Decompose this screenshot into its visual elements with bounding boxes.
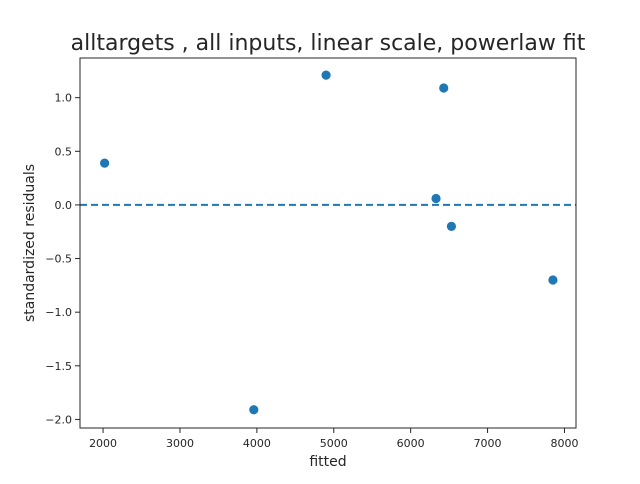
data-point-4 (431, 193, 441, 204)
y-axis: −2.0 −1.5 −1.0 −0.5 0.0 0.5 1.0 (45, 92, 80, 426)
y-tick-label: −0.5 (45, 253, 72, 266)
data-point-5 (439, 83, 449, 93)
data-point-7 (548, 275, 558, 285)
y-tick-label: 0.5 (55, 145, 73, 158)
x-tick-label: 6000 (397, 437, 425, 450)
x-tick-label: 5000 (320, 437, 348, 450)
x-axis: 2000 3000 4000 5000 6000 7000 8000 (89, 428, 578, 450)
plot-area (79, 57, 577, 429)
x-tick-label: 3000 (166, 437, 194, 450)
data-point-2 (249, 405, 259, 415)
axes-frame (79, 57, 577, 429)
y-tick-label: 0.0 (55, 199, 73, 212)
x-tick-label: 2000 (89, 437, 117, 450)
x-axis-label: fitted (309, 454, 346, 470)
data-point-6 (446, 221, 457, 231)
chart-title: alltargets , all inputs, linear scale, p… (71, 31, 586, 56)
y-tick-label: −1.0 (45, 306, 72, 319)
data-point-3 (321, 70, 331, 80)
y-tick-label: −1.5 (45, 360, 72, 373)
x-tick-label: 4000 (243, 437, 271, 450)
data-point-1 (100, 158, 110, 168)
y-tick-label: 1.0 (55, 92, 73, 105)
x-tick-label: 8000 (550, 437, 578, 450)
y-axis-label: standardized residuals (22, 164, 38, 322)
y-tick-label: −2.0 (45, 413, 72, 426)
x-tick-label: 7000 (474, 437, 502, 450)
data-points (100, 70, 558, 415)
